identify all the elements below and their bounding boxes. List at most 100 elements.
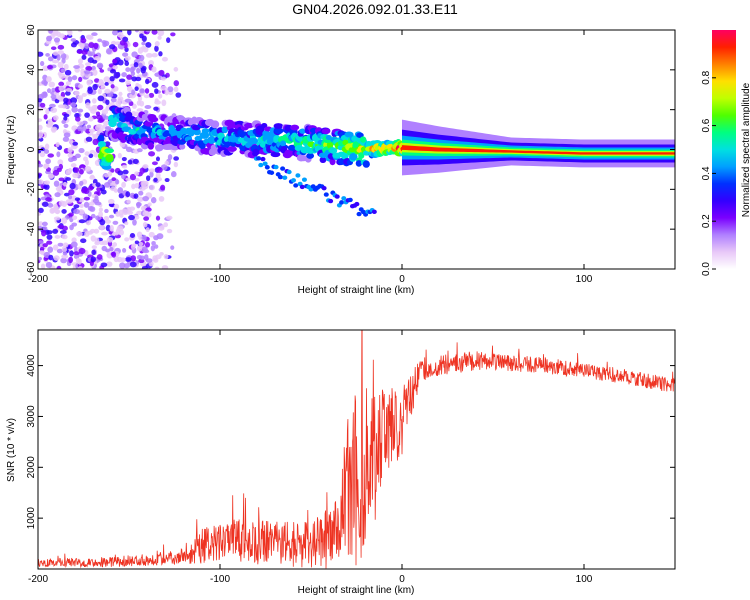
x-tick-label: 0	[399, 274, 405, 285]
noise-speckle	[88, 201, 95, 206]
noise-speckle	[131, 183, 136, 190]
noise-speckle	[43, 184, 48, 189]
noise-speckle	[45, 53, 50, 57]
noise-speckle	[43, 80, 48, 87]
noise-speckle	[160, 76, 167, 81]
noise-speckle	[136, 201, 141, 209]
noise-speckle	[77, 125, 84, 132]
noise-speckle	[77, 258, 82, 265]
noise-speckle	[133, 111, 140, 117]
noise-speckle	[132, 41, 139, 48]
noise-speckle	[64, 69, 72, 76]
noise-speckle	[57, 242, 64, 247]
spectrogram-blob	[355, 160, 363, 167]
noise-speckle	[77, 121, 84, 126]
noise-speckle	[70, 38, 77, 42]
noise-speckle	[54, 192, 61, 198]
noise-speckle	[166, 228, 173, 234]
noise-speckle	[46, 123, 54, 128]
noise-speckle	[61, 234, 68, 240]
noise-speckle	[140, 67, 146, 74]
noise-speckle	[141, 234, 147, 242]
noise-speckle	[160, 164, 168, 171]
noise-speckle	[157, 30, 165, 37]
noise-speckle	[136, 148, 143, 153]
noise-speckle	[111, 177, 117, 181]
noise-speckle	[115, 100, 122, 107]
noise-speckle	[43, 114, 48, 120]
noise-speckle	[71, 106, 78, 113]
snr-x-label: Height of straight line (km)	[298, 585, 415, 596]
noise-speckle	[50, 46, 57, 51]
noise-speckle	[109, 69, 117, 74]
noise-speckle	[124, 56, 131, 61]
noise-speckle	[109, 246, 114, 252]
noise-speckle	[76, 49, 83, 54]
spectrogram-tail-blob	[341, 196, 347, 201]
noise-speckle	[77, 95, 84, 100]
noise-speckle	[115, 211, 121, 217]
noise-speckle	[75, 116, 81, 122]
noise-speckle	[60, 68, 66, 73]
noise-speckle	[101, 231, 108, 236]
noise-speckle	[161, 56, 168, 62]
noise-speckle	[129, 261, 137, 268]
noise-speckle	[73, 208, 80, 215]
noise-speckle	[78, 148, 85, 154]
noise-speckle	[91, 98, 97, 104]
noise-speckle	[145, 30, 151, 33]
noise-speckle	[132, 158, 139, 165]
noise-speckle	[50, 94, 57, 100]
noise-speckle	[109, 225, 114, 232]
noise-speckle	[50, 126, 58, 132]
noise-speckle	[65, 199, 73, 204]
noise-speckle	[154, 41, 160, 47]
noise-speckle	[88, 185, 94, 191]
noise-speckle	[125, 177, 132, 182]
noise-speckle	[38, 98, 43, 103]
noise-speckle	[41, 201, 49, 207]
noise-speckle	[138, 241, 144, 246]
noise-speckle	[57, 159, 64, 166]
noise-speckle	[128, 214, 135, 221]
noise-speckle	[89, 206, 96, 212]
noise-speckle	[173, 67, 179, 72]
snr-series-line	[38, 330, 675, 569]
noise-speckle	[78, 84, 83, 89]
noise-speckle	[94, 195, 99, 201]
colorbar-label: Normalized spectral amplitude	[741, 82, 750, 217]
noise-speckle	[96, 114, 103, 120]
noise-speckle	[150, 197, 157, 204]
noise-speckle	[161, 265, 169, 269]
noise-speckle	[111, 30, 119, 36]
noise-speckle	[110, 97, 117, 103]
noise-speckle	[117, 170, 124, 176]
noise-speckle	[54, 235, 61, 239]
noise-speckle	[88, 153, 94, 159]
noise-speckle	[77, 108, 84, 113]
noise-speckle	[40, 263, 46, 269]
noise-speckle	[53, 115, 59, 121]
noise-speckle	[158, 196, 165, 202]
noise-speckle	[134, 30, 140, 33]
noise-speckle	[164, 89, 169, 96]
noise-speckle	[78, 219, 86, 224]
noise-speckle	[140, 180, 148, 188]
noise-speckle	[39, 246, 45, 251]
noise-speckle	[170, 245, 175, 250]
noise-speckle	[126, 85, 133, 93]
spectrogram-blob	[299, 128, 307, 134]
noise-speckle	[105, 224, 111, 232]
noise-speckle	[53, 203, 59, 210]
noise-speckle	[65, 81, 72, 86]
noise-speckle	[65, 177, 72, 181]
noise-speckle	[81, 93, 87, 97]
noise-speckle	[141, 35, 147, 42]
noise-speckle	[99, 218, 106, 226]
spectrogram-blob	[97, 134, 105, 143]
spectrogram-tail-blob	[262, 161, 268, 166]
noise-speckle	[152, 257, 159, 263]
x-tick-label: 100	[576, 574, 593, 585]
noise-speckle	[160, 184, 166, 191]
